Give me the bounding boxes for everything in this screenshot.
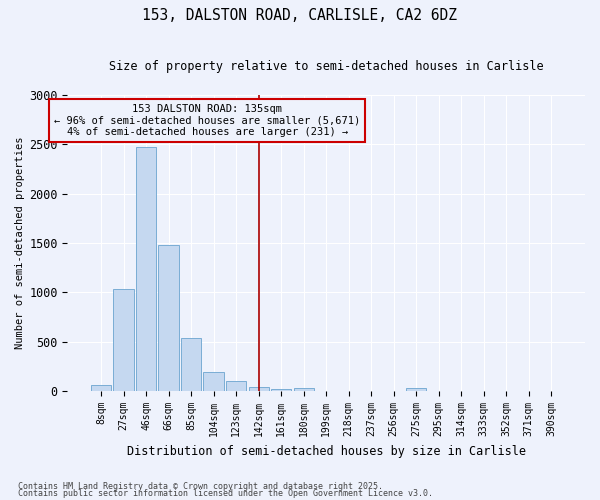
Bar (158, 245, 179, 391)
Text: 153, DALSTON ROAD, CARLISLE, CA2 6DZ: 153, DALSTON ROAD, CARLISLE, CA2 6DZ (143, 8, 458, 22)
Bar (271, 388, 291, 391)
Bar (406, 388, 427, 391)
Bar (293, 388, 314, 391)
Title: Size of property relative to semi-detached houses in Carlisle: Size of property relative to semi-detach… (109, 60, 544, 73)
Text: 153 DALSTON ROAD: 135sqm
← 96% of semi-detached houses are smaller (5,671)
4% of: 153 DALSTON ROAD: 135sqm ← 96% of semi-d… (54, 104, 360, 137)
Bar (181, 338, 201, 391)
Bar (226, 382, 246, 391)
Bar (113, 288, 134, 391)
Bar (248, 387, 269, 391)
Text: Contains HM Land Registry data © Crown copyright and database right 2025.: Contains HM Land Registry data © Crown c… (18, 482, 383, 491)
Y-axis label: Number of semi-detached properties: Number of semi-detached properties (15, 137, 25, 350)
Bar (203, 372, 224, 391)
Text: Contains public sector information licensed under the Open Government Licence v3: Contains public sector information licen… (18, 489, 433, 498)
Bar (136, 148, 156, 391)
Bar (91, 386, 111, 391)
X-axis label: Distribution of semi-detached houses by size in Carlisle: Distribution of semi-detached houses by … (127, 444, 526, 458)
